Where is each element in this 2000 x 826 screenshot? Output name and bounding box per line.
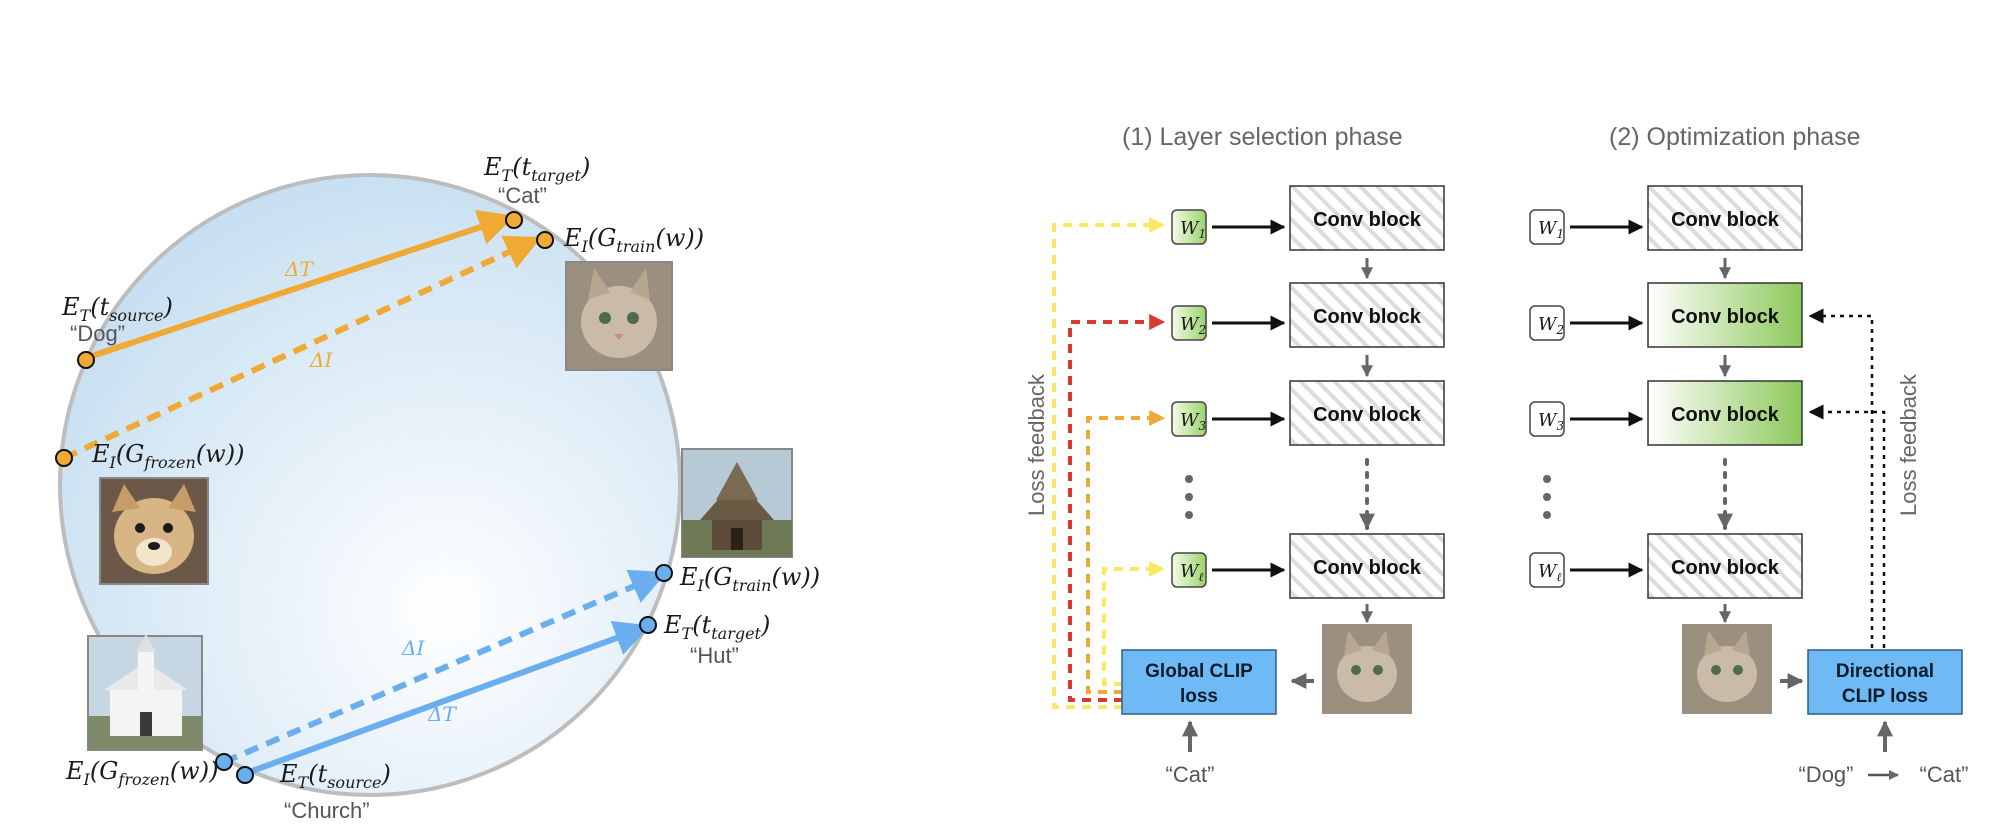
yellow-feedback-to-wl bbox=[1102, 561, 1166, 686]
phase2-conv-block-3-trainable: Conv block bbox=[1647, 380, 1803, 446]
orange-feedback-to-w3 bbox=[1086, 410, 1166, 694]
optimization-phase: (2) Optimization phase W1 W2 W3 Wℓ Conv … bbox=[1529, 123, 1969, 787]
yellow-feedback-to-w1 bbox=[1052, 217, 1166, 709]
w3-latent: W3 bbox=[1171, 401, 1207, 437]
phase1-output-cat-image-icon bbox=[1322, 624, 1412, 714]
svg-text:Conv block: Conv block bbox=[1671, 557, 1780, 579]
point-ei-frozen-dog bbox=[55, 449, 73, 467]
phase2-conv-block-l: Conv block bbox=[1647, 533, 1803, 599]
phase2-conv-block-1: Conv block bbox=[1647, 185, 1803, 251]
label-ei-g-train-cat: EI(Gtrain(w)) bbox=[563, 224, 704, 256]
hut-text-label: “Hut” bbox=[690, 643, 739, 668]
phase2-wl-latent: Wℓ bbox=[1529, 552, 1565, 588]
phase1-conv-block-3: Conv block bbox=[1289, 380, 1445, 446]
phase2-w-ellipsis-dot bbox=[1543, 493, 1551, 501]
delta-i-label-orange: ΔI bbox=[309, 348, 333, 372]
red-feedback-to-w2 bbox=[1068, 314, 1166, 702]
delta-t-label-orange: ΔT bbox=[284, 257, 314, 281]
phase1-loss-feedback-label: Loss feedback bbox=[1024, 373, 1049, 516]
phase2-w1-latent: W1 bbox=[1529, 209, 1565, 245]
cat-image-icon bbox=[565, 261, 673, 371]
wl-latent: Wℓ bbox=[1171, 552, 1207, 588]
cat-text-label: “Cat” bbox=[498, 183, 547, 208]
point-ei-train-hut bbox=[655, 564, 673, 582]
point-et-target-hut bbox=[639, 616, 657, 634]
phase2-w2-latent: W2 bbox=[1529, 305, 1565, 341]
label-ei-g-frozen-church: EI(Gfrozen(w)) bbox=[65, 757, 218, 789]
delta-t-arrow-dog-cat bbox=[85, 209, 515, 361]
label-ei-g-train-hut: EI(Gtrain(w)) bbox=[679, 563, 820, 595]
delta-i-arrow-dog-cat bbox=[62, 235, 542, 461]
point-ei-train-cat bbox=[536, 231, 554, 249]
delta-t-arrow-church-hut bbox=[242, 620, 651, 777]
delta-i-arrow-church-hut bbox=[222, 569, 667, 765]
phase1-conv-block-1: Conv block bbox=[1289, 185, 1445, 251]
label-et-t-target-cat: ET(ttarget) bbox=[483, 153, 590, 185]
phase2-w3-latent: W3 bbox=[1529, 401, 1565, 437]
point-et-source-church bbox=[236, 766, 254, 784]
svg-text:Conv block: Conv block bbox=[1313, 306, 1422, 328]
svg-text:Conv block: Conv block bbox=[1313, 209, 1422, 231]
dog-text-label: “Dog” bbox=[70, 321, 125, 346]
svg-text:Wℓ: Wℓ bbox=[1538, 561, 1562, 584]
svg-text:Directional: Directional bbox=[1836, 661, 1934, 682]
point-et-target-cat bbox=[505, 211, 523, 229]
label-et-t-target-hut: ET(ttarget) bbox=[663, 611, 770, 643]
directional-clip-loss-box: Directional CLIP loss bbox=[1807, 649, 1963, 715]
svg-text:Conv block: Conv block bbox=[1671, 306, 1780, 328]
hut-image-icon bbox=[681, 448, 793, 558]
phase1-conv-block-2: Conv block bbox=[1289, 282, 1445, 348]
svg-text:Conv block: Conv block bbox=[1313, 557, 1422, 579]
w-ellipsis-dot bbox=[1185, 475, 1193, 483]
phase2-conv-block-2-trainable: Conv block bbox=[1647, 282, 1803, 348]
dog-image-icon bbox=[99, 477, 209, 585]
clip-space-panel: ΔT ΔI ΔI ΔT ET(ttarget) “Cat” EI(Gtrain(… bbox=[55, 153, 820, 823]
phase1-prompt-cat: “Cat” bbox=[1166, 762, 1215, 787]
svg-text:Wℓ: Wℓ bbox=[1180, 561, 1204, 584]
w-ellipsis-dot bbox=[1185, 511, 1193, 519]
phase2-prompt-cat: “Cat” bbox=[1920, 762, 1969, 787]
w-ellipsis-dot bbox=[1185, 493, 1193, 501]
phase2-w-ellipsis-dot bbox=[1543, 511, 1551, 519]
phase1-title: (1) Layer selection phase bbox=[1122, 123, 1403, 151]
svg-text:Conv block: Conv block bbox=[1671, 209, 1780, 231]
point-ei-frozen-church bbox=[215, 753, 233, 771]
w2-latent: W2 bbox=[1171, 305, 1207, 341]
svg-text:loss: loss bbox=[1180, 686, 1218, 707]
delta-i-label-blue: ΔI bbox=[401, 636, 425, 660]
phase2-output-cat-image-icon bbox=[1682, 624, 1772, 714]
svg-text:Conv block: Conv block bbox=[1313, 404, 1422, 426]
phase2-feedback-to-conv2 bbox=[1808, 308, 1874, 648]
global-clip-loss-box: Global CLIP loss bbox=[1121, 649, 1277, 715]
phase2-feedback-to-conv3 bbox=[1808, 404, 1886, 648]
phase1-conv-block-l: Conv block bbox=[1289, 533, 1445, 599]
delta-t-label-blue: ΔT bbox=[427, 702, 457, 726]
svg-text:CLIP loss: CLIP loss bbox=[1842, 686, 1928, 707]
clip-embedding-sphere bbox=[58, 173, 682, 797]
point-et-source-dog bbox=[77, 351, 95, 369]
w1-latent: W1 bbox=[1171, 209, 1207, 245]
phase2-prompt-dog: “Dog” bbox=[1798, 762, 1853, 787]
phase2-w-ellipsis-dot bbox=[1543, 475, 1551, 483]
label-et-t-source-dog: ET(tsource) bbox=[61, 293, 173, 325]
layer-selection-phase: (1) Layer selection phase Loss feedback … bbox=[1024, 123, 1445, 787]
phase2-title: (2) Optimization phase bbox=[1609, 123, 1861, 151]
phase2-loss-feedback-label: Loss feedback bbox=[1896, 373, 1921, 516]
svg-text:Global CLIP: Global CLIP bbox=[1145, 661, 1253, 682]
church-image-icon bbox=[87, 634, 203, 751]
svg-text:Conv block: Conv block bbox=[1671, 404, 1780, 426]
church-text-label: “Church” bbox=[284, 798, 370, 823]
